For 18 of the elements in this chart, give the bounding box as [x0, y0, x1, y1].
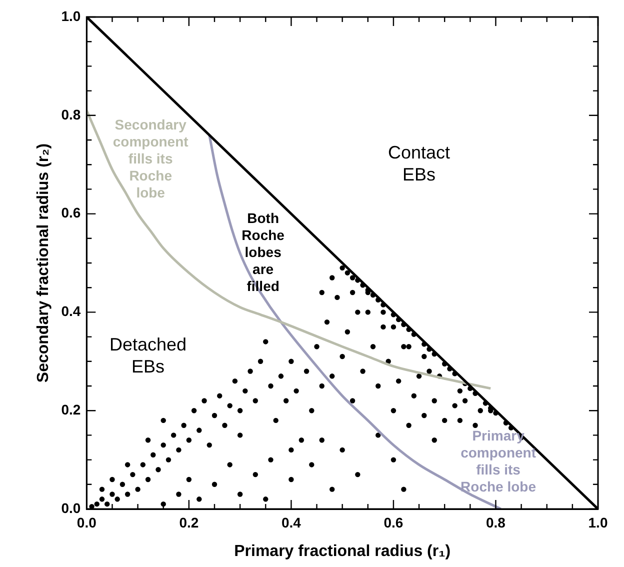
y-tick-label: 1.0 — [61, 8, 81, 24]
x-tick-label: 0.6 — [384, 514, 404, 530]
annotation: Contact EBs — [388, 142, 450, 185]
x-tick-label: 0.8 — [486, 514, 506, 530]
y-axis-title: Secondary fractional radius (r₂) — [35, 143, 52, 383]
y-tick-label: 0.8 — [61, 106, 81, 122]
x-tick-label: 1.0 — [588, 514, 608, 530]
y-tick-label: 0.2 — [61, 401, 81, 418]
y-tick-label: 0.6 — [61, 204, 81, 221]
x-axis-title: Primary fractional radius (r₁) — [234, 542, 451, 560]
x-tick-label: 0.2 — [179, 514, 199, 530]
y-tick-label: 0.0 — [61, 500, 81, 516]
y-tick-label: 0.4 — [61, 303, 81, 320]
annotation: Both Roche lobes are filled — [242, 210, 285, 294]
series-label: Secondary component fills its Roche lobe — [112, 116, 189, 201]
annotation: Detached EBs — [109, 334, 187, 376]
x-tick-label: 0.0 — [76, 514, 97, 530]
x-tick-label: 0.4 — [281, 514, 302, 530]
